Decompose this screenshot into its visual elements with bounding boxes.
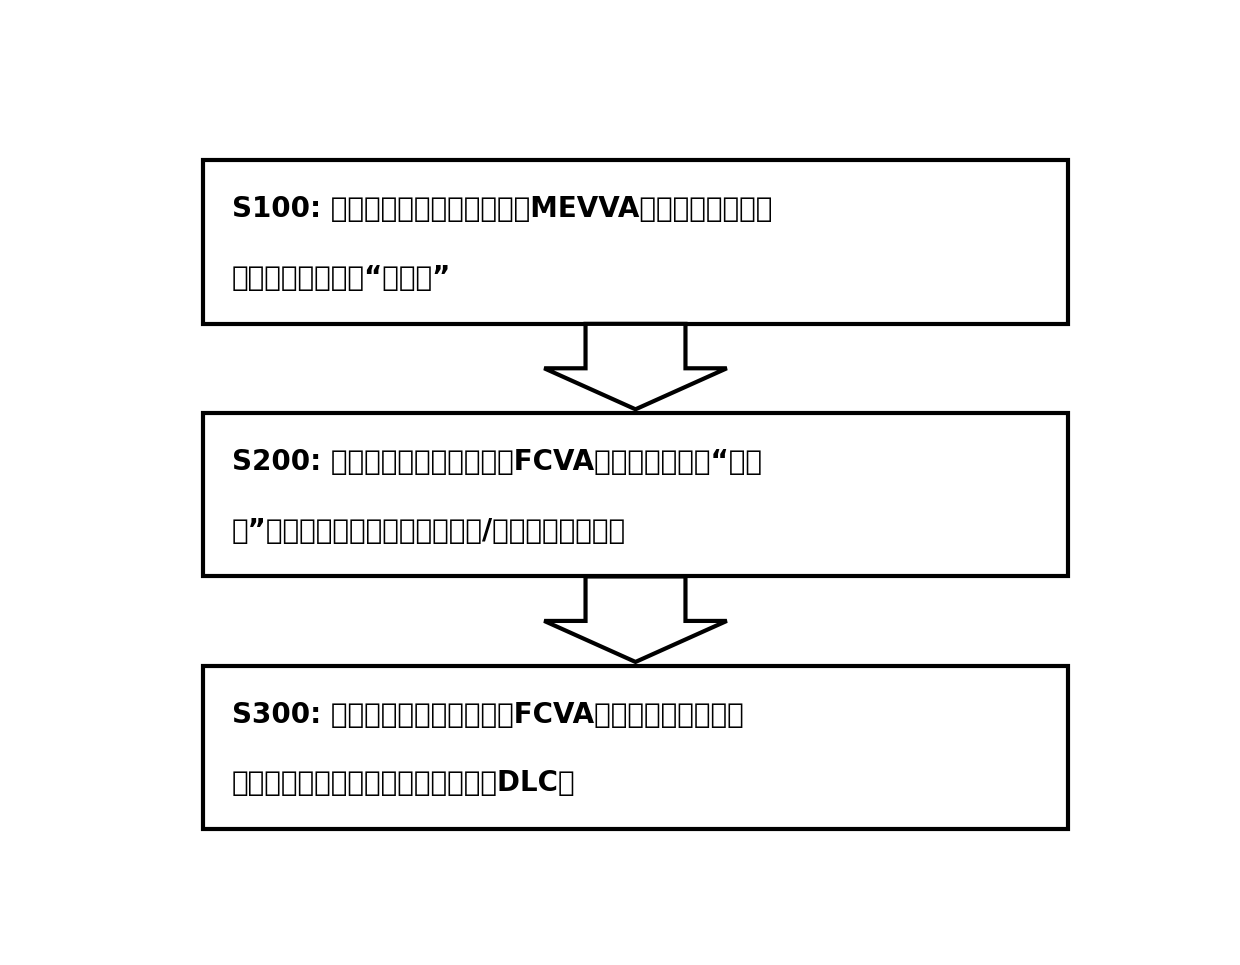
Text: S200: 利用磁过滤阴极真空弧（FCVA）方法，向所述“钉扎: S200: 利用磁过滤阴极真空弧（FCVA）方法，向所述“钉扎 [232, 448, 761, 476]
Polygon shape [544, 324, 727, 409]
Text: S300: 利用磁过滤阴极真空弧（FCVA）方法，在第一层表: S300: 利用磁过滤阴极真空弧（FCVA）方法，在第一层表 [232, 701, 744, 729]
Text: 面沉积超硬超高绦缘的类金刚石膜（DLC）: 面沉积超硬超高绦缘的类金刚石膜（DLC） [232, 769, 575, 797]
Text: 层”表面沉积第一层释放应力金属/金属氧化物过渡层: 层”表面沉积第一层释放应力金属/金属氧化物过渡层 [232, 516, 626, 544]
Polygon shape [544, 576, 727, 662]
FancyBboxPatch shape [203, 160, 1068, 324]
FancyBboxPatch shape [203, 666, 1068, 829]
FancyBboxPatch shape [203, 413, 1068, 576]
Text: S100: 利用金属真空譒汽离子源（MEVVA），向所述基体注: S100: 利用金属真空譒汽离子源（MEVVA），向所述基体注 [232, 196, 773, 224]
Text: 入金属，形成所述“钉扎层”: 入金属，形成所述“钉扎层” [232, 264, 451, 292]
